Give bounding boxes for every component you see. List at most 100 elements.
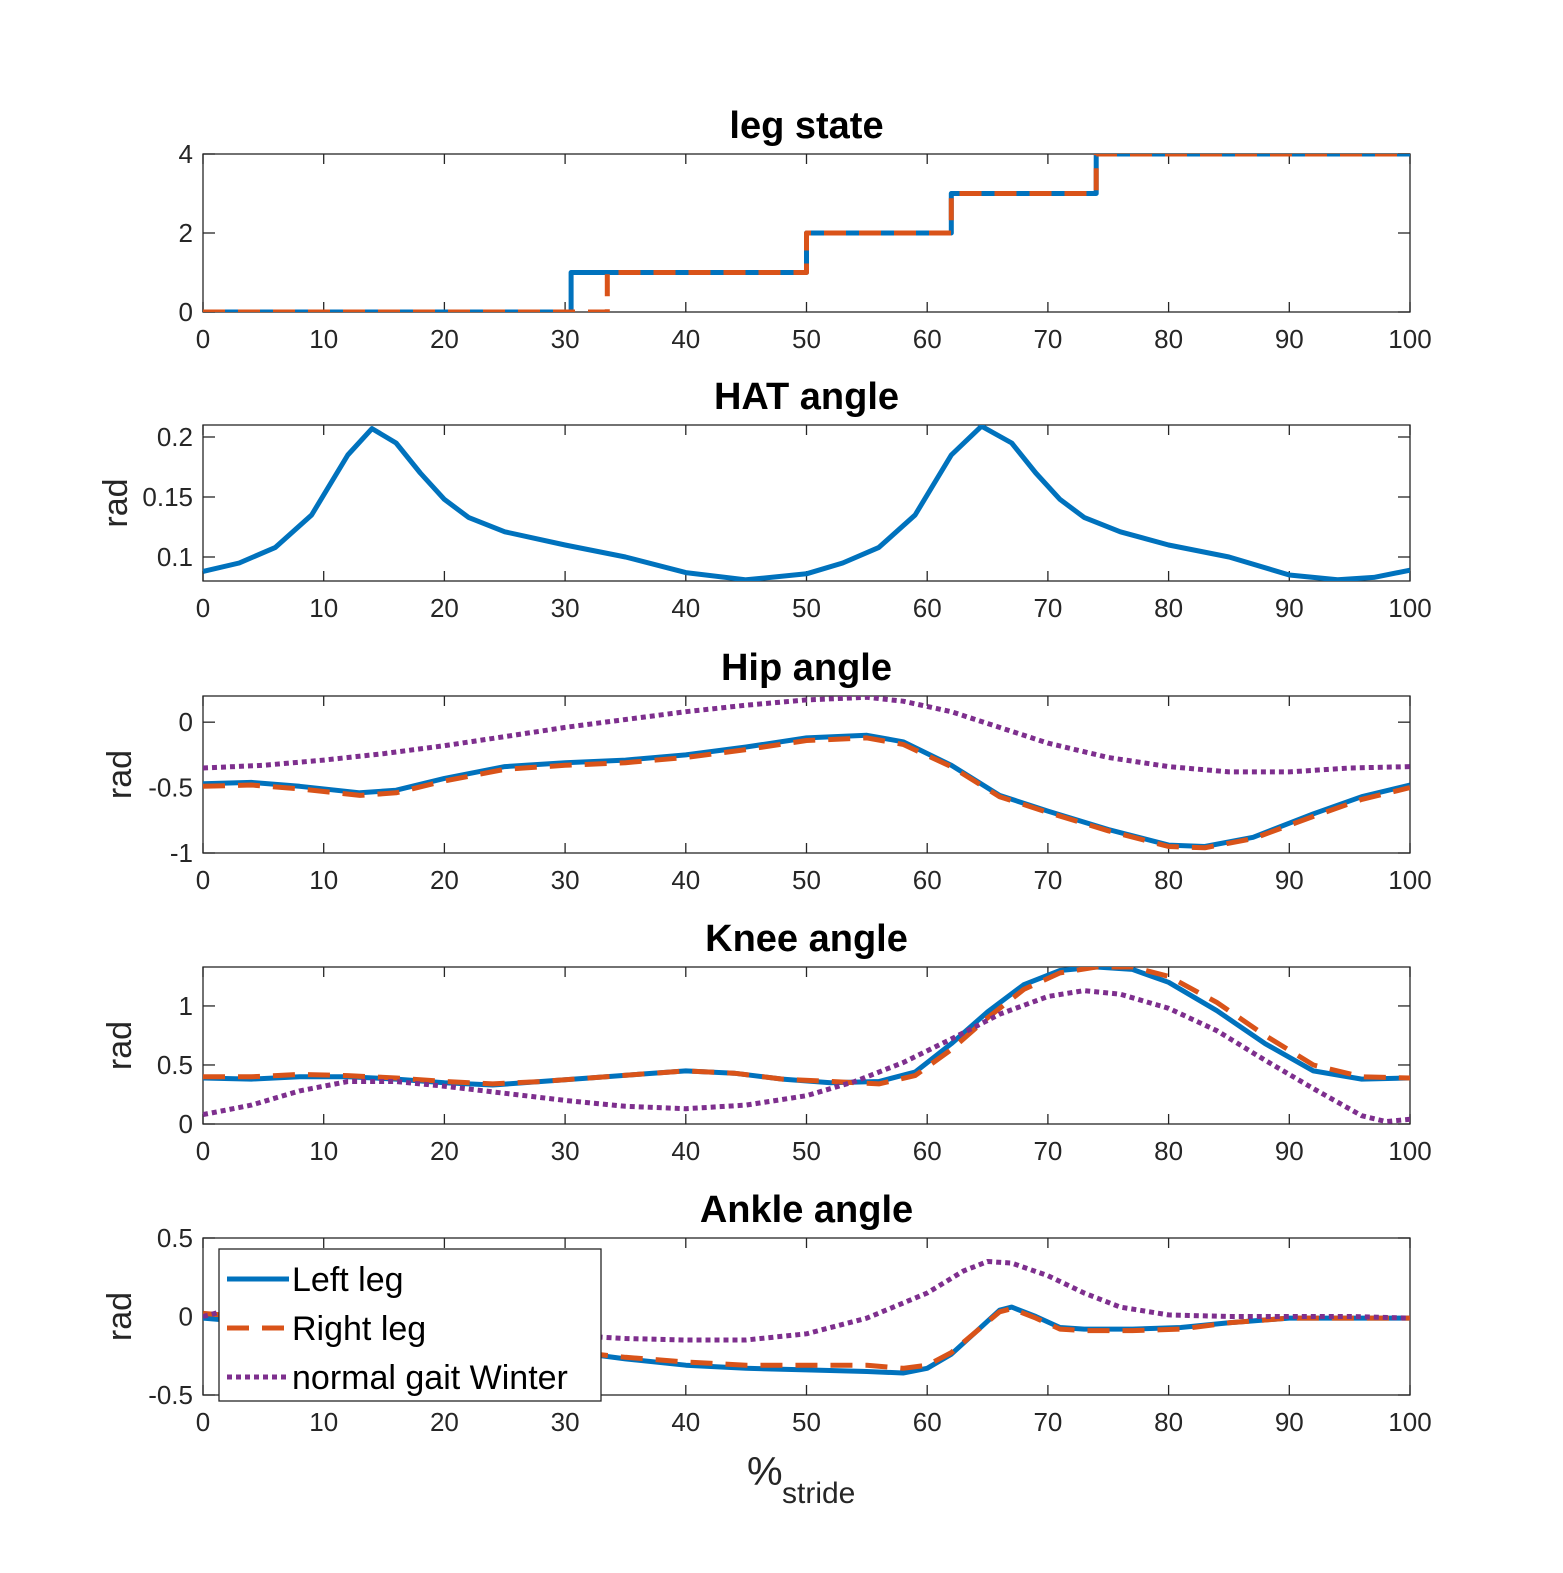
- y-tick-label: 0.1: [157, 542, 193, 572]
- x-tick-label: 10: [309, 1136, 338, 1166]
- x-tick-label: 40: [671, 1136, 700, 1166]
- y-tick-label: 2: [179, 218, 193, 248]
- y-tick-label: -1: [170, 838, 193, 868]
- x-tick-label: 10: [309, 593, 338, 623]
- series-line-normal-gait-winter: [203, 696, 1410, 775]
- y-tick-label: -0.5: [148, 773, 193, 803]
- axes-box: [202, 966, 1411, 1125]
- x-tick-label: 50: [792, 1136, 821, 1166]
- x-tick-label: 80: [1154, 324, 1183, 354]
- x-tick-label: 30: [551, 593, 580, 623]
- series-line-right-leg: [203, 735, 1410, 851]
- y-tick-label: 0: [179, 1302, 193, 1332]
- x-tick-label: 40: [671, 324, 700, 354]
- x-tick-label: 20: [430, 324, 459, 354]
- panel-2: 0 10 20 30 40 50 60 70 80 90 100 0.1 0.15 0.2 HAT angl…: [97, 376, 1432, 623]
- series-group: [203, 696, 1410, 851]
- x-tick-label: 10: [309, 324, 338, 354]
- x-tick-label: 70: [1033, 1407, 1062, 1437]
- y-tick-label: 0: [179, 297, 193, 327]
- y-tick-label: -0.5: [148, 1380, 193, 1410]
- series-line-right-leg: [203, 154, 1410, 312]
- x-tick-label: 50: [792, 1407, 821, 1437]
- x-tick-label: 30: [551, 324, 580, 354]
- x-tick-label: 80: [1154, 1407, 1183, 1437]
- x-tick-label: 80: [1154, 865, 1183, 895]
- series-group: [203, 967, 1410, 1124]
- y-tick-label: 0: [179, 707, 193, 737]
- x-tick-label: 100: [1388, 1136, 1431, 1166]
- x-tick-label: 90: [1275, 1407, 1304, 1437]
- x-tick-label: 30: [551, 1136, 580, 1166]
- x-tick-label: 100: [1388, 324, 1431, 354]
- x-tick-label: 70: [1033, 324, 1062, 354]
- x-tick-label: 0: [196, 593, 210, 623]
- x-tick-label: 60: [913, 1136, 942, 1166]
- series-group: [203, 154, 1410, 312]
- legend-entry: normal gait Winter: [292, 1359, 568, 1397]
- y-tick-label: 0: [179, 1109, 193, 1139]
- series-group: [203, 425, 1410, 581]
- panel-title: Ankle angle: [700, 1189, 913, 1231]
- x-tick-label: 50: [792, 593, 821, 623]
- panel-1: 0 10 20 30 40 50 60 70 80 90 100 0 2 4 leg state: [179, 105, 1432, 354]
- panel-title: Knee angle: [705, 918, 908, 960]
- legend-entry: Right leg: [292, 1310, 426, 1348]
- x-tick-label: 50: [792, 865, 821, 895]
- x-tick-label: 0: [196, 1407, 210, 1437]
- y-tick-label: 0.5: [157, 1223, 193, 1253]
- x-tick-label: 30: [551, 1407, 580, 1437]
- x-tick-label: 100: [1388, 1407, 1431, 1437]
- x-tick-label: 90: [1275, 324, 1304, 354]
- x-tick-label: 0: [196, 324, 210, 354]
- x-tick-label: 60: [913, 324, 942, 354]
- panel-title: leg state: [729, 105, 883, 147]
- x-tick-label: 10: [309, 865, 338, 895]
- x-axis-label: %: [747, 1450, 783, 1494]
- y-axis-label: rad: [101, 750, 139, 799]
- series-line-normal-gait-winter: [203, 1259, 1410, 1343]
- x-tick-label: 20: [430, 1407, 459, 1437]
- x-tick-label: 40: [671, 1407, 700, 1437]
- y-axis-label: rad: [101, 1021, 139, 1070]
- x-tick-label: 60: [913, 865, 942, 895]
- x-tick-label: 100: [1388, 593, 1431, 623]
- legend-entry: Left leg: [292, 1261, 404, 1299]
- y-tick-label: 0.5: [157, 1050, 193, 1080]
- y-tick-label: 4: [179, 139, 193, 169]
- x-tick-label: 0: [196, 1136, 210, 1166]
- x-tick-label: 60: [913, 593, 942, 623]
- x-tick-label: 80: [1154, 593, 1183, 623]
- x-tick-label: 0: [196, 865, 210, 895]
- series-line-normal-gait-winter: [203, 988, 1410, 1124]
- panel-3: 0 10 20 30 40 50 60 70 80 90 100 -1 -0.5 0 Hip angle ra…: [101, 647, 1432, 895]
- x-tick-label: 20: [430, 1136, 459, 1166]
- x-tick-label: 90: [1275, 1136, 1304, 1166]
- x-tick-label: 50: [792, 324, 821, 354]
- y-axis-label: rad: [97, 478, 135, 527]
- y-tick-label: 0.2: [157, 422, 193, 452]
- x-tick-label: 20: [430, 865, 459, 895]
- x-tick-label: 70: [1033, 1136, 1062, 1166]
- x-axis-label-subscript: stride: [782, 1477, 855, 1510]
- y-axis-label: rad: [101, 1292, 139, 1341]
- series-group: [203, 1259, 1410, 1376]
- series-line-left-leg: [203, 425, 1410, 581]
- x-tick-label: 80: [1154, 1136, 1183, 1166]
- panel-title: Hip angle: [721, 647, 892, 689]
- x-tick-label: 100: [1388, 865, 1431, 895]
- x-tick-label: 30: [551, 865, 580, 895]
- x-tick-label: 40: [671, 865, 700, 895]
- x-tick-label: 70: [1033, 865, 1062, 895]
- axes-box: [202, 695, 1411, 854]
- y-tick-label: 1: [179, 991, 193, 1021]
- panel-4: 0 10 20 30 40 50 60 70 80 90 100 0 0.5 1 Knee angle rad: [101, 918, 1432, 1166]
- x-tick-label: 20: [430, 593, 459, 623]
- x-tick-label: 90: [1275, 865, 1304, 895]
- x-tick-label: 10: [309, 1407, 338, 1437]
- legend: Left leg Right leg normal gait Winter: [218, 1248, 602, 1402]
- y-tick-label: 0.15: [142, 482, 193, 512]
- x-tick-label: 40: [671, 593, 700, 623]
